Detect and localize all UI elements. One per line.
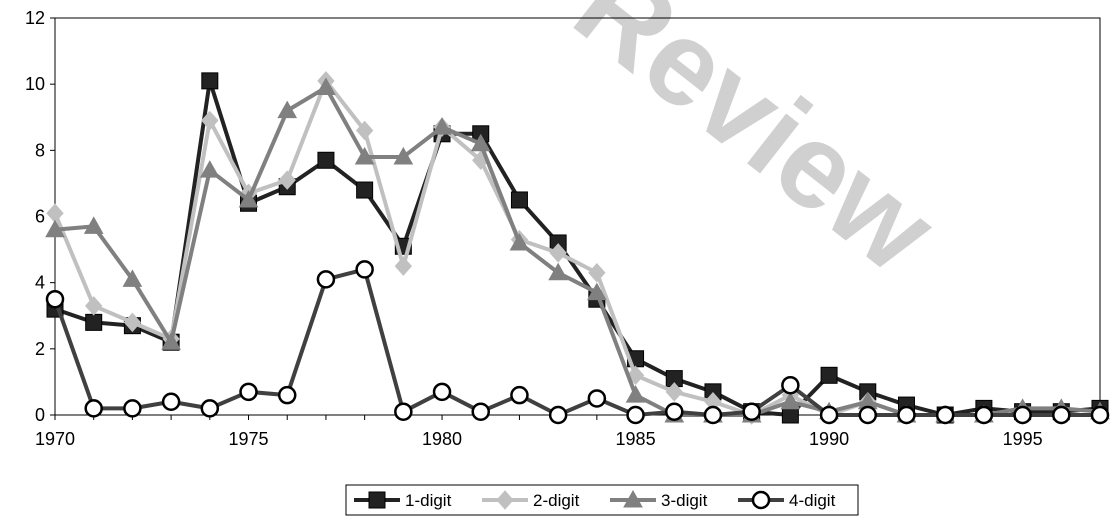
y-tick-label: 8 — [35, 140, 45, 160]
legend-marker — [496, 490, 514, 510]
data-point-2-digit — [549, 243, 567, 263]
data-point-4-digit — [471, 402, 490, 421]
data-point-4-digit — [665, 402, 684, 421]
y-tick-label: 12 — [25, 8, 45, 28]
data-point-2-digit — [46, 203, 64, 223]
data-point-1-digit — [820, 366, 838, 384]
data-point-4-digit — [239, 382, 258, 402]
data-point-4-digit — [742, 402, 761, 421]
data-point-3-digit — [45, 219, 65, 238]
data-point-2-digit — [588, 262, 606, 283]
data-point-4-digit — [1013, 405, 1032, 425]
data-point-4-digit — [858, 405, 878, 425]
legend-label: 4-digit — [789, 491, 836, 510]
data-point-3-digit — [393, 146, 414, 165]
data-point-3-digit — [199, 160, 220, 178]
legend-marker — [751, 490, 771, 510]
data-point-4-digit — [45, 289, 65, 309]
data-point-3-digit — [354, 146, 375, 165]
data-point-3-digit — [238, 189, 259, 208]
data-point-3-digit — [780, 391, 801, 410]
y-tick-label: 2 — [35, 339, 45, 359]
data-point-1-digit — [201, 72, 219, 90]
legend-marker — [623, 489, 643, 508]
data-point-4-digit — [355, 260, 374, 279]
series-3-digit — [45, 77, 1110, 423]
data-point-2-digit — [394, 256, 413, 276]
data-point-3-digit — [432, 117, 452, 135]
data-point-4-digit — [161, 392, 181, 412]
data-point-4-digit — [587, 389, 607, 408]
data-point-4-digit — [897, 405, 916, 425]
x-tick-label: 1980 — [422, 429, 462, 449]
data-point-3-digit — [548, 262, 569, 281]
data-point-4-digit — [123, 399, 142, 418]
data-point-1-digit — [781, 406, 799, 424]
y-tick-label: 0 — [35, 405, 45, 425]
legend-label: 1-digit — [405, 491, 452, 510]
data-point-3-digit — [625, 385, 646, 403]
data-point-1-digit — [510, 191, 528, 209]
data-point-4-digit — [394, 402, 413, 421]
data-point-4-digit — [703, 405, 723, 425]
x-tick-label: 1995 — [1003, 429, 1043, 449]
data-point-1-digit — [317, 151, 335, 169]
data-point-3-digit — [470, 133, 491, 152]
data-point-2-digit — [355, 120, 374, 141]
series-line-2-digit — [53, 78, 1100, 417]
legend: 1-digit 2-digit 3-digit 4-digit — [345, 484, 859, 516]
series-4-digit — [45, 260, 1110, 425]
y-tick-label: 4 — [35, 273, 45, 293]
series-layer — [45, 71, 1110, 425]
data-point-3-digit — [586, 282, 607, 301]
data-point-4-digit — [510, 385, 529, 405]
data-point-3-digit — [509, 232, 530, 251]
data-point-3-digit — [83, 216, 104, 234]
data-point-3-digit — [316, 77, 336, 95]
data-point-2-digit — [278, 170, 296, 190]
x-tick-label: 1990 — [809, 429, 849, 449]
x-tick-label: 1985 — [616, 429, 656, 449]
data-point-4-digit — [935, 405, 955, 425]
y-tick-label: 10 — [25, 74, 45, 94]
data-point-3-digit — [161, 332, 181, 350]
data-point-4-digit — [432, 382, 452, 402]
series-2-digit — [46, 71, 1109, 425]
data-point-4-digit — [277, 385, 297, 405]
series-line-3-digit — [54, 85, 1101, 417]
series-line-1-digit — [54, 78, 1101, 417]
data-point-2-digit — [665, 382, 683, 402]
series-line-4-digit — [53, 267, 1100, 417]
y-tick-label: 6 — [35, 207, 45, 227]
data-point-4-digit — [819, 405, 839, 425]
data-point-4-digit — [1090, 405, 1110, 425]
data-point-4-digit — [84, 399, 103, 418]
data-point-4-digit — [626, 405, 645, 425]
data-point-3-digit — [277, 100, 298, 119]
legend-label: 3-digit — [661, 491, 708, 510]
data-point-4-digit — [548, 405, 568, 425]
legend-label: 2-digit — [533, 491, 580, 510]
data-point-2-digit — [85, 296, 103, 316]
x-tick-label: 1975 — [228, 429, 268, 449]
data-point-4-digit — [1052, 405, 1071, 425]
data-point-2-digit — [201, 110, 219, 131]
data-point-1-digit — [85, 313, 103, 331]
watermark: Review — [551, 0, 960, 298]
data-point-4-digit — [974, 405, 994, 425]
data-point-1-digit — [356, 181, 374, 199]
data-point-4-digit — [316, 270, 336, 289]
data-point-4-digit — [781, 375, 800, 395]
data-point-4-digit — [200, 399, 220, 418]
legend-marker — [368, 491, 386, 509]
data-point-2-digit — [123, 312, 142, 333]
x-tick-label: 1970 — [35, 429, 75, 449]
data-point-3-digit — [122, 269, 143, 287]
